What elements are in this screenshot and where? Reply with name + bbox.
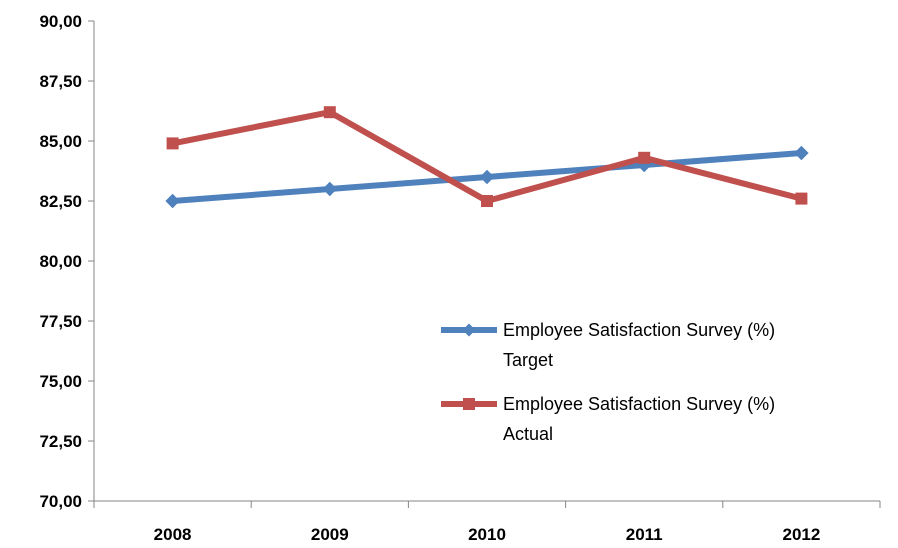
legend-marker-square xyxy=(463,398,475,410)
y-tick-label: 80,00 xyxy=(39,252,82,271)
data-point-actual xyxy=(638,151,651,164)
x-tick-label: 2008 xyxy=(154,525,192,544)
data-point-actual xyxy=(323,106,336,119)
y-tick-label: 87,50 xyxy=(39,72,82,91)
data-point-target xyxy=(322,181,338,197)
x-tick-label: 2012 xyxy=(782,525,820,544)
legend-label-line: Actual xyxy=(503,424,553,444)
legend-label-line: Employee Satisfaction Survey (%) xyxy=(503,394,775,414)
x-tick-label: 2009 xyxy=(311,525,349,544)
axes: 70,00 72,50 75,00 77,50 80,00 82,50 85,00 87,50… xyxy=(39,12,881,544)
data-point-actual xyxy=(481,195,493,207)
y-tick-label: 77,50 xyxy=(39,312,82,331)
legend-label-line: Employee Satisfaction Survey (%) xyxy=(503,320,775,340)
y-tick-label: 90,00 xyxy=(39,12,82,31)
x-tick-label: 2011 xyxy=(626,525,663,544)
series-line-2 xyxy=(169,109,805,204)
data-point-actual xyxy=(166,137,179,150)
x-tick-label: 2010 xyxy=(468,525,506,544)
y-tick-label: 75,00 xyxy=(39,372,82,391)
data-point-target xyxy=(165,193,180,209)
data-point-actual xyxy=(795,192,808,205)
y-tick-label: 70,00 xyxy=(39,492,82,511)
series-group xyxy=(165,106,809,209)
legend: Employee Satisfaction Survey (%) Target Em… xyxy=(441,320,775,444)
data-point-target xyxy=(479,169,495,185)
y-tick-label: 72,50 xyxy=(39,432,82,451)
legend-marker-diamond xyxy=(462,323,476,337)
legend-label-line: Target xyxy=(503,350,553,370)
y-tick-label: 82,50 xyxy=(39,192,82,211)
data-point-target xyxy=(794,145,809,161)
y-tick-label: 85,00 xyxy=(39,132,82,151)
